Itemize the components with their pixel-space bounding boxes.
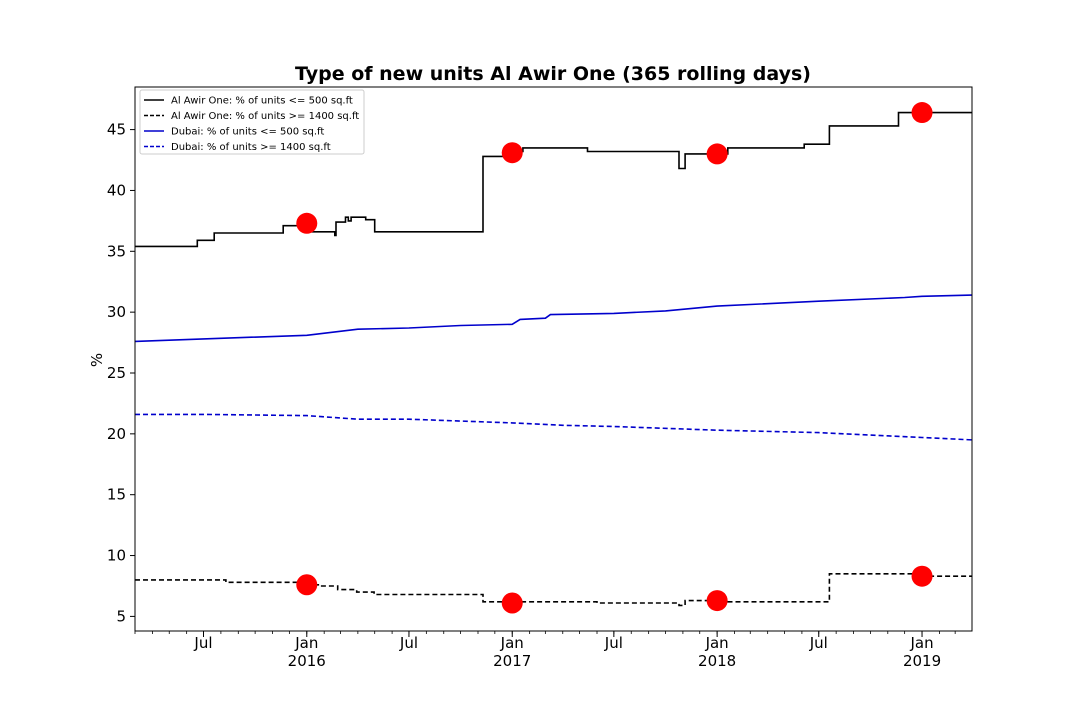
x-tick-label-4-year: 2017 <box>493 652 531 670</box>
highlight-marker-6 <box>501 592 523 614</box>
x-tick-label-8: Jan <box>909 634 933 652</box>
legend-box <box>139 89 365 155</box>
y-tick-label-35: 35 <box>107 242 126 260</box>
series-line-2 <box>135 573 972 607</box>
y-tick-label-30: 30 <box>107 303 126 321</box>
highlight-marker-2 <box>501 142 523 164</box>
legend-label-3: Dubai: % of units <= 500 sq.ft <box>171 127 324 138</box>
x-tick-label-6: Jan <box>705 634 729 652</box>
series-line-4 <box>135 413 973 441</box>
y-tick-label-45: 45 <box>107 121 126 139</box>
x-tick-label-2: Jan <box>294 634 318 652</box>
y-tick-label-10: 10 <box>107 547 126 565</box>
highlight-marker-1 <box>296 212 318 234</box>
chart-title: Type of new units Al Awir One (365 rolli… <box>295 63 811 85</box>
y-tick-label-15: 15 <box>107 486 126 504</box>
x-tick-label-5: Jul <box>604 634 623 652</box>
highlight-marker-8 <box>911 565 933 587</box>
legend-label-2: Al Awir One: % of units >= 1400 sq.ft <box>171 111 359 122</box>
y-tick-label-5: 5 <box>116 607 126 625</box>
legend: Al Awir One: % of units <= 500 sq.ft Al A… <box>139 89 365 155</box>
axes-frame <box>134 86 973 632</box>
legend-label-4: Dubai: % of units >= 1400 sq.ft <box>171 142 331 153</box>
y-tick-label-25: 25 <box>107 364 126 382</box>
x-tick-label-2-year: 2016 <box>288 652 326 670</box>
highlight-marker-7 <box>706 590 728 612</box>
x-tick-label-7: Jul <box>809 634 828 652</box>
legend-label-1: Al Awir One: % of units <= 500 sq.ft <box>171 96 353 107</box>
x-tick-label-1: Jul <box>193 634 212 652</box>
highlight-marker-3 <box>706 143 728 165</box>
x-tick-label-4: Jan <box>500 634 524 652</box>
y-axis-label: % <box>88 353 106 367</box>
highlight-marker-4 <box>911 102 933 124</box>
x-tick-label-6-year: 2018 <box>698 652 736 670</box>
y-tick-label-20: 20 <box>107 425 126 443</box>
x-tick-label-8-year: 2019 <box>903 652 941 670</box>
y-tick-label-40: 40 <box>107 181 126 199</box>
series-line-3 <box>134 294 973 343</box>
x-tick-label-3: Jul <box>399 634 418 652</box>
highlight-marker-5 <box>296 574 318 596</box>
